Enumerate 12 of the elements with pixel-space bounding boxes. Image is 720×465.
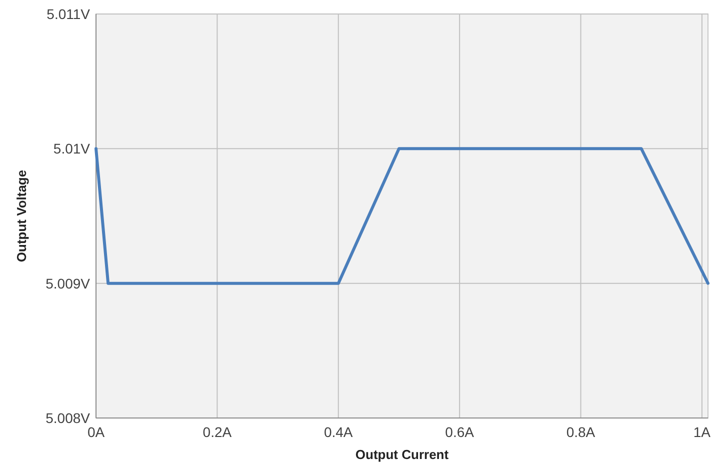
y-tick-label: 5.011V (46, 6, 91, 22)
x-axis-title: Output Current (355, 447, 450, 462)
x-tick-label: 0A (87, 424, 106, 440)
y-tick-label: 5.01V (53, 140, 91, 157)
x-tick-label: 0.4A (324, 424, 354, 440)
y-axis-title: Output Voltage (14, 170, 29, 262)
y-tick-label: 5.008V (46, 410, 91, 426)
x-tick-label: 0.2A (202, 424, 232, 440)
x-tick-label: 0.8A (566, 424, 596, 440)
x-tick-label: 0.6A (445, 424, 475, 440)
y-tick-label: 5.009V (46, 275, 91, 292)
x-tick-label: 1A (693, 424, 712, 440)
